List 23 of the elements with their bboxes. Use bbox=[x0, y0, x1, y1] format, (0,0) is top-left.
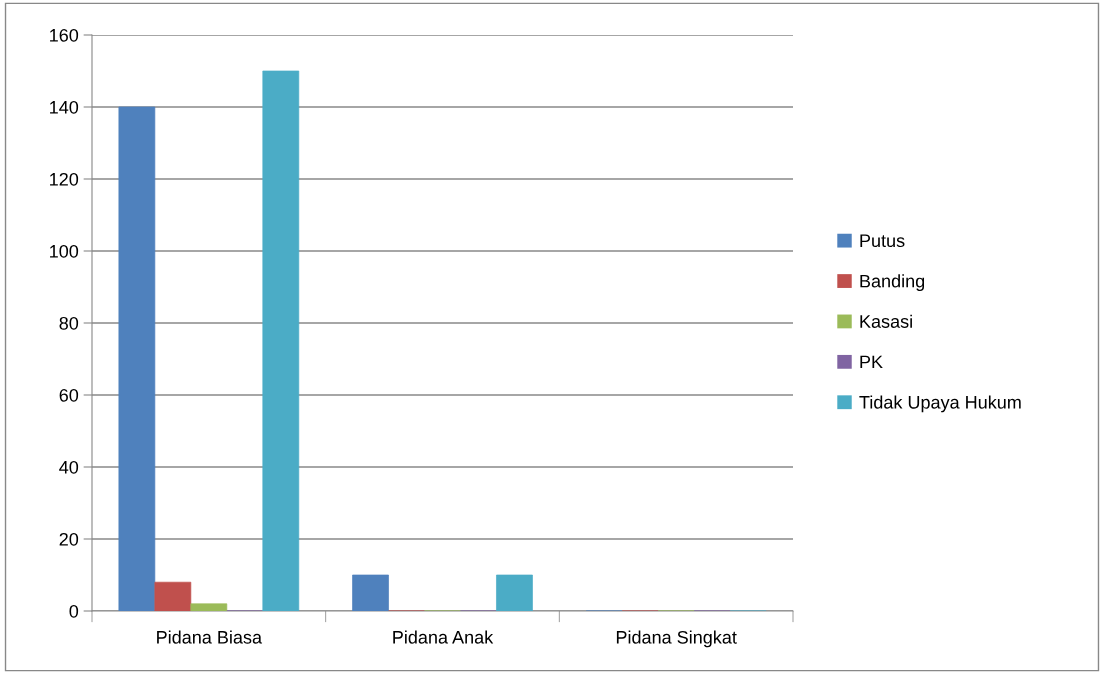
y-tick-label: 120 bbox=[50, 172, 79, 186]
legend-label: Banding bbox=[860, 274, 925, 292]
y-tick-label: 0 bbox=[69, 604, 79, 618]
bar bbox=[154, 581, 192, 611]
x-tick-label: Pidana Anak bbox=[393, 630, 494, 644]
y-tick-label: 80 bbox=[59, 316, 79, 330]
legend-label: PK bbox=[860, 355, 883, 369]
legend-label: Kasasi bbox=[860, 314, 912, 328]
legend-label: Putus bbox=[860, 234, 905, 248]
y-tick-label: 140 bbox=[50, 100, 79, 114]
x-tick-label: Pidana Singkat bbox=[616, 630, 737, 648]
y-tick-label: 60 bbox=[59, 388, 79, 402]
y-tick-label: 100 bbox=[50, 244, 79, 258]
bar bbox=[352, 574, 389, 611]
y-tick-label: 160 bbox=[50, 28, 79, 42]
x-tick-label: Pidana Biasa bbox=[157, 630, 263, 644]
bar bbox=[190, 603, 228, 611]
bar bbox=[262, 70, 300, 611]
bar bbox=[118, 106, 156, 611]
y-tick-label: 20 bbox=[59, 532, 79, 546]
legend-label: Tidak Upaya Hukum bbox=[859, 395, 1021, 413]
y-tick-label: 40 bbox=[59, 460, 79, 474]
bar bbox=[496, 574, 533, 611]
